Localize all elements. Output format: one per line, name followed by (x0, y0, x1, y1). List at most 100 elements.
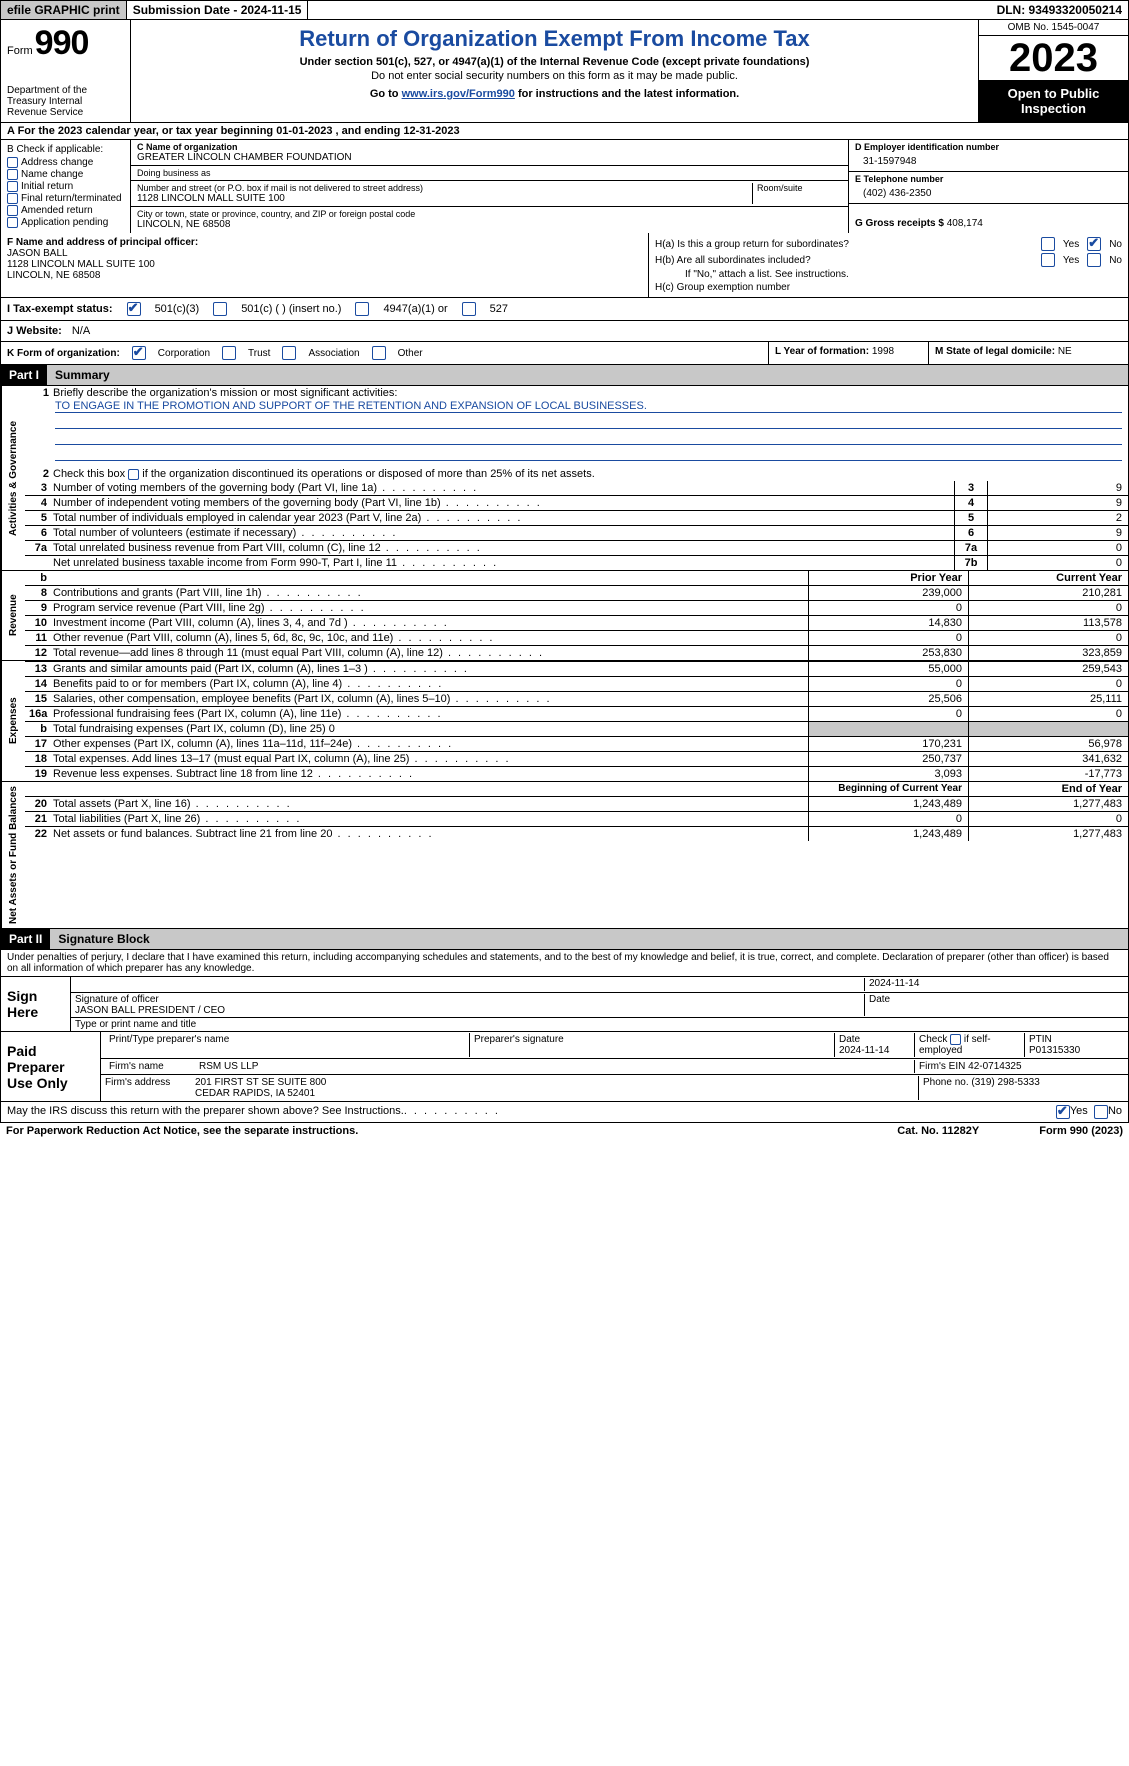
association-checkbox[interactable] (282, 346, 296, 360)
group-return-no-checkbox[interactable] (1087, 237, 1101, 251)
firm-address-2: CEDAR RAPIDS, IA 52401 (195, 1088, 914, 1099)
trust-checkbox[interactable] (222, 346, 236, 360)
gross-receipts-cell: G Gross receipts $ 408,174 (849, 204, 1128, 231)
state-domicile: NE (1058, 346, 1072, 357)
phone-value: (402) 436-2350 (855, 184, 1122, 201)
form-header: Form 990 Department of the Treasury Inte… (0, 20, 1129, 123)
discuss-row: May the IRS discuss this return with the… (0, 1102, 1129, 1123)
summary-line-10: 10Investment income (Part VIII, column (… (25, 615, 1128, 630)
group-return-yes-checkbox[interactable] (1041, 237, 1055, 251)
summary-line-8: 8Contributions and grants (Part VIII, li… (25, 585, 1128, 600)
application-pending-checkbox[interactable] (7, 217, 18, 228)
4947-checkbox[interactable] (355, 302, 369, 316)
row-klm: K Form of organization: Corporation Trus… (0, 342, 1129, 365)
summary-line-9: 9Program service revenue (Part VIII, lin… (25, 600, 1128, 615)
perjury-statement: Under penalties of perjury, I declare th… (0, 950, 1129, 977)
open-public-label: Open to Public Inspection (979, 80, 1128, 122)
row-j-website: J Website: N/A (0, 321, 1129, 342)
irs-link[interactable]: www.irs.gov/Form990 (402, 88, 515, 100)
preparer-date: 2024-11-14 (839, 1045, 889, 1056)
revenue-header-row: b Prior Year Current Year (25, 571, 1128, 585)
paid-preparer-label: Paid Preparer Use Only (1, 1032, 101, 1101)
form-title: Return of Organization Exempt From Incom… (141, 26, 968, 52)
subordinates-yes-checkbox[interactable] (1041, 253, 1055, 267)
dba-cell: Doing business as (131, 166, 848, 181)
summary-line-4: 4Number of independent voting members of… (25, 495, 1128, 510)
street-address: 1128 LINCOLN MALL SUITE 100 (137, 193, 752, 204)
501c3-checkbox[interactable] (127, 302, 141, 316)
top-bar: efile GRAPHIC print Submission Date - 20… (0, 0, 1129, 20)
discuss-no-checkbox[interactable] (1094, 1105, 1108, 1119)
form-number: Form 990 (7, 24, 124, 63)
submission-date: Submission Date - 2024-11-15 (127, 1, 309, 19)
summary-line-7b: Net unrelated business taxable income fr… (25, 555, 1128, 570)
summary-line-20: 20Total assets (Part X, line 16)1,243,48… (25, 796, 1128, 811)
form-subtitle: Under section 501(c), 527, or 4947(a)(1)… (141, 56, 968, 68)
efile-label: efile GRAPHIC print (1, 1, 127, 19)
summary-revenue: Revenue b Prior Year Current Year 8Contr… (0, 571, 1129, 661)
ein-value: 31-1597948 (855, 152, 1122, 169)
discuss-yes-checkbox[interactable] (1056, 1105, 1070, 1119)
self-employed-checkbox[interactable] (950, 1034, 961, 1045)
org-name: GREATER LINCOLN CHAMBER FOUNDATION (137, 152, 842, 163)
summary-line-5: 5Total number of individuals employed in… (25, 510, 1128, 525)
summary-expenses: Expenses 13Grants and similar amounts pa… (0, 661, 1129, 782)
city-cell: City or town, state or province, country… (131, 207, 848, 232)
summary-line-21: 21Total liabilities (Part X, line 26)00 (25, 811, 1128, 826)
catalog-number: Cat. No. 11282Y (897, 1125, 979, 1137)
subordinates-no-checkbox[interactable] (1087, 253, 1101, 267)
name-change-checkbox[interactable] (7, 169, 18, 180)
form-footer-label: Form 990 (2023) (1039, 1125, 1123, 1137)
row-a-tax-year: A For the 2023 calendar year, or tax yea… (0, 123, 1129, 140)
department-label: Department of the Treasury Internal Reve… (7, 85, 124, 118)
summary-line-12: 12Total revenue—add lines 8 through 11 (… (25, 645, 1128, 660)
summary-line-14: 14Benefits paid to or for members (Part … (25, 676, 1128, 691)
sign-date: 2024-11-14 (864, 978, 1124, 991)
final-return-checkbox[interactable] (7, 193, 18, 204)
summary-line-6: 6Total number of volunteers (estimate if… (25, 525, 1128, 540)
net-assets-header-row: Beginning of Current Year End of Year (25, 782, 1128, 796)
street-cell: Number and street (or P.O. box if mail i… (131, 181, 848, 207)
org-name-cell: C Name of organization GREATER LINCOLN C… (131, 140, 848, 166)
firm-name: RSM US LLP (195, 1060, 914, 1073)
initial-return-checkbox[interactable] (7, 181, 18, 192)
firm-address-1: 201 FIRST ST SE SUITE 800 (195, 1077, 914, 1088)
discontinued-checkbox[interactable] (128, 469, 139, 480)
501c-checkbox[interactable] (213, 302, 227, 316)
mission-text: TO ENGAGE IN THE PROMOTION AND SUPPORT O… (55, 400, 1122, 413)
firm-ein: 42-0714325 (968, 1061, 1021, 1072)
paid-preparer-block: Paid Preparer Use Only Print/Type prepar… (0, 1032, 1129, 1102)
dln: DLN: 93493320050214 (991, 1, 1128, 19)
tax-year: 2023 (979, 36, 1128, 80)
corporation-checkbox[interactable] (132, 346, 146, 360)
ssn-warning: Do not enter social security numbers on … (141, 70, 968, 82)
amended-return-checkbox[interactable] (7, 205, 18, 216)
527-checkbox[interactable] (462, 302, 476, 316)
address-change-checkbox[interactable] (7, 157, 18, 168)
sign-here-label: Sign Here (1, 977, 71, 1031)
summary-line-16a: 16aProfessional fundraising fees (Part I… (25, 706, 1128, 721)
summary-line-7a: 7aTotal unrelated business revenue from … (25, 540, 1128, 555)
gross-receipts-value: 408,174 (947, 218, 983, 229)
summary-line-22: 22Net assets or fund balances. Subtract … (25, 826, 1128, 841)
summary-line-15: 15Salaries, other compensation, employee… (25, 691, 1128, 706)
part1-header: Part I Summary (0, 365, 1129, 386)
part2-header: Part II Signature Block (0, 929, 1129, 950)
year-formation: 1998 (872, 346, 894, 357)
firm-phone: (319) 298-5333 (971, 1077, 1039, 1088)
ein-cell: D Employer identification number 31-1597… (849, 140, 1128, 172)
other-checkbox[interactable] (372, 346, 386, 360)
signature-block: Sign Here 2024-11-14 Signature of office… (0, 977, 1129, 1032)
summary-line-13: 13Grants and similar amounts paid (Part … (25, 661, 1128, 676)
summary-activities-governance: Activities & Governance 1Briefly describ… (0, 386, 1129, 571)
form-footer: For Paperwork Reduction Act Notice, see … (0, 1123, 1129, 1139)
officer-signature-name: JASON BALL PRESIDENT / CEO (75, 1005, 864, 1016)
summary-line-3: 3Number of voting members of the governi… (25, 481, 1128, 495)
summary-net-assets: Net Assets or Fund Balances Beginning of… (0, 782, 1129, 929)
box-b-checkboxes: B Check if applicable: Address change Na… (1, 140, 131, 233)
summary-line-11: 11Other revenue (Part VIII, column (A), … (25, 630, 1128, 645)
summary-line-19: 19Revenue less expenses. Subtract line 1… (25, 766, 1128, 781)
row-i-tax-status: I Tax-exempt status: 501(c)(3) 501(c) ( … (0, 298, 1129, 321)
officer-name: JASON BALL (7, 248, 642, 259)
phone-cell: E Telephone number (402) 436-2350 (849, 172, 1128, 204)
